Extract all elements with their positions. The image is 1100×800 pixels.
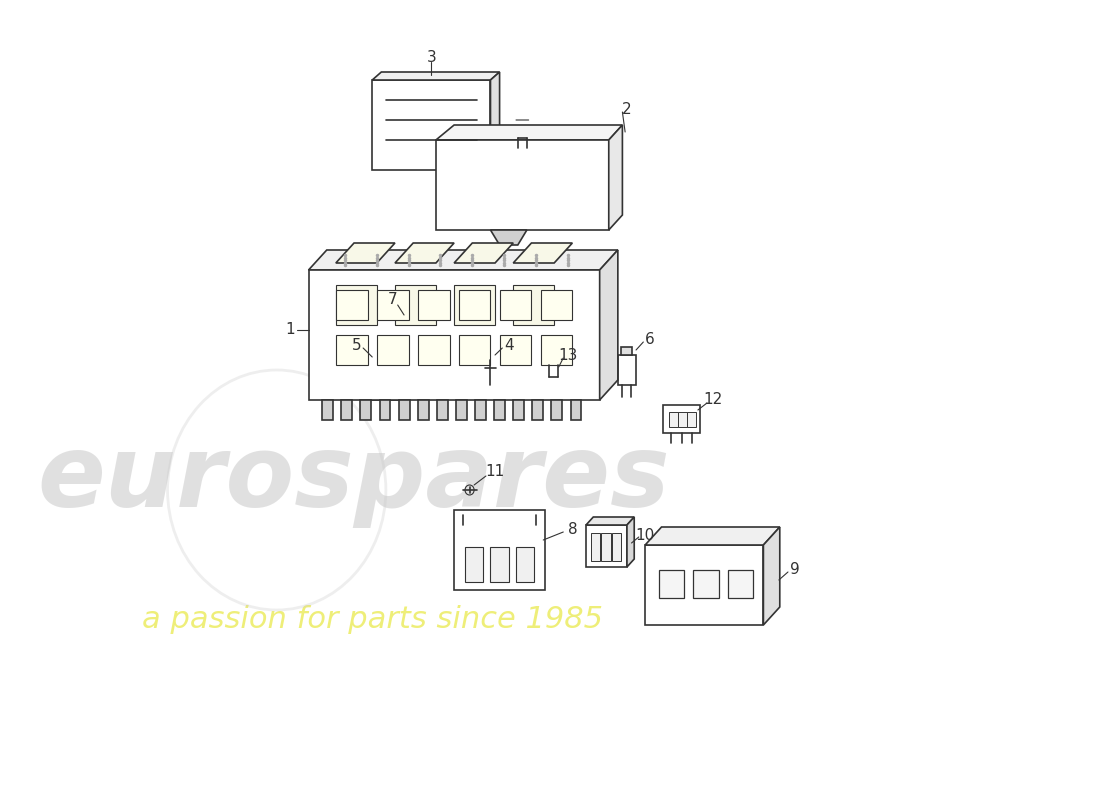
Text: 5: 5 — [352, 338, 362, 353]
Bar — [728, 570, 754, 598]
Polygon shape — [763, 527, 780, 625]
Polygon shape — [308, 250, 618, 270]
Bar — [418, 335, 450, 365]
Bar — [393, 348, 400, 368]
Polygon shape — [514, 243, 572, 263]
Polygon shape — [399, 312, 441, 320]
Polygon shape — [608, 125, 623, 230]
Bar — [688, 412, 696, 427]
Bar — [336, 335, 367, 365]
Bar — [336, 285, 377, 325]
Text: 7: 7 — [387, 293, 397, 307]
Polygon shape — [514, 400, 524, 420]
Text: 4: 4 — [504, 338, 514, 353]
Text: 8: 8 — [568, 522, 578, 538]
Bar — [540, 290, 572, 320]
Polygon shape — [483, 350, 498, 370]
Polygon shape — [361, 400, 372, 420]
Polygon shape — [367, 360, 408, 400]
Bar — [382, 348, 389, 368]
Bar — [395, 285, 436, 325]
Bar — [514, 285, 554, 325]
Polygon shape — [621, 347, 632, 355]
Polygon shape — [475, 400, 486, 420]
Polygon shape — [341, 400, 352, 420]
Polygon shape — [586, 525, 627, 567]
Text: 1: 1 — [286, 322, 295, 338]
Bar — [377, 290, 408, 320]
Bar — [613, 533, 621, 561]
Polygon shape — [434, 312, 441, 365]
Text: 3: 3 — [427, 50, 437, 66]
Text: eurospares: eurospares — [37, 431, 670, 529]
Polygon shape — [395, 243, 454, 263]
Text: a passion for parts since 1985: a passion for parts since 1985 — [142, 606, 603, 634]
Polygon shape — [663, 405, 700, 433]
Bar — [693, 570, 718, 598]
Polygon shape — [645, 527, 780, 545]
Text: 10: 10 — [636, 527, 654, 542]
Polygon shape — [415, 365, 420, 377]
Polygon shape — [436, 140, 608, 230]
Bar — [377, 335, 408, 365]
Text: 11: 11 — [485, 465, 505, 479]
Bar — [591, 533, 600, 561]
Polygon shape — [308, 270, 600, 400]
Bar — [516, 547, 535, 582]
Polygon shape — [379, 400, 390, 420]
Polygon shape — [404, 365, 409, 377]
Text: 12: 12 — [704, 393, 723, 407]
Bar — [499, 335, 531, 365]
Polygon shape — [546, 365, 561, 390]
Bar — [540, 335, 572, 365]
Polygon shape — [491, 230, 527, 245]
Polygon shape — [372, 80, 491, 170]
Polygon shape — [408, 353, 415, 400]
Polygon shape — [454, 243, 514, 263]
Bar — [465, 547, 483, 582]
Polygon shape — [586, 517, 635, 525]
Polygon shape — [618, 355, 636, 385]
Polygon shape — [372, 72, 499, 80]
Polygon shape — [398, 400, 409, 420]
Bar — [659, 570, 684, 598]
Bar — [454, 285, 495, 325]
Bar — [678, 412, 688, 427]
Polygon shape — [551, 400, 562, 420]
Polygon shape — [437, 400, 448, 420]
Polygon shape — [600, 250, 618, 400]
Text: 6: 6 — [645, 333, 654, 347]
Polygon shape — [491, 72, 499, 170]
Polygon shape — [645, 545, 763, 625]
Text: 2: 2 — [623, 102, 631, 118]
Polygon shape — [367, 353, 415, 360]
Polygon shape — [571, 400, 582, 420]
Polygon shape — [532, 400, 543, 420]
Bar — [336, 290, 367, 320]
Bar — [669, 412, 678, 427]
Polygon shape — [322, 400, 333, 420]
Polygon shape — [426, 365, 431, 377]
Bar — [602, 533, 610, 561]
Polygon shape — [336, 243, 395, 263]
Polygon shape — [494, 400, 505, 420]
Polygon shape — [418, 400, 429, 420]
Polygon shape — [454, 510, 546, 590]
Bar — [459, 335, 491, 365]
Bar — [372, 348, 378, 368]
Bar — [418, 290, 450, 320]
Polygon shape — [399, 320, 435, 365]
Bar — [491, 547, 508, 582]
Text: 13: 13 — [558, 347, 578, 362]
Polygon shape — [436, 125, 623, 140]
Bar — [499, 290, 531, 320]
Text: 9: 9 — [791, 562, 800, 578]
Polygon shape — [455, 400, 466, 420]
Bar — [459, 290, 491, 320]
Polygon shape — [627, 517, 635, 567]
